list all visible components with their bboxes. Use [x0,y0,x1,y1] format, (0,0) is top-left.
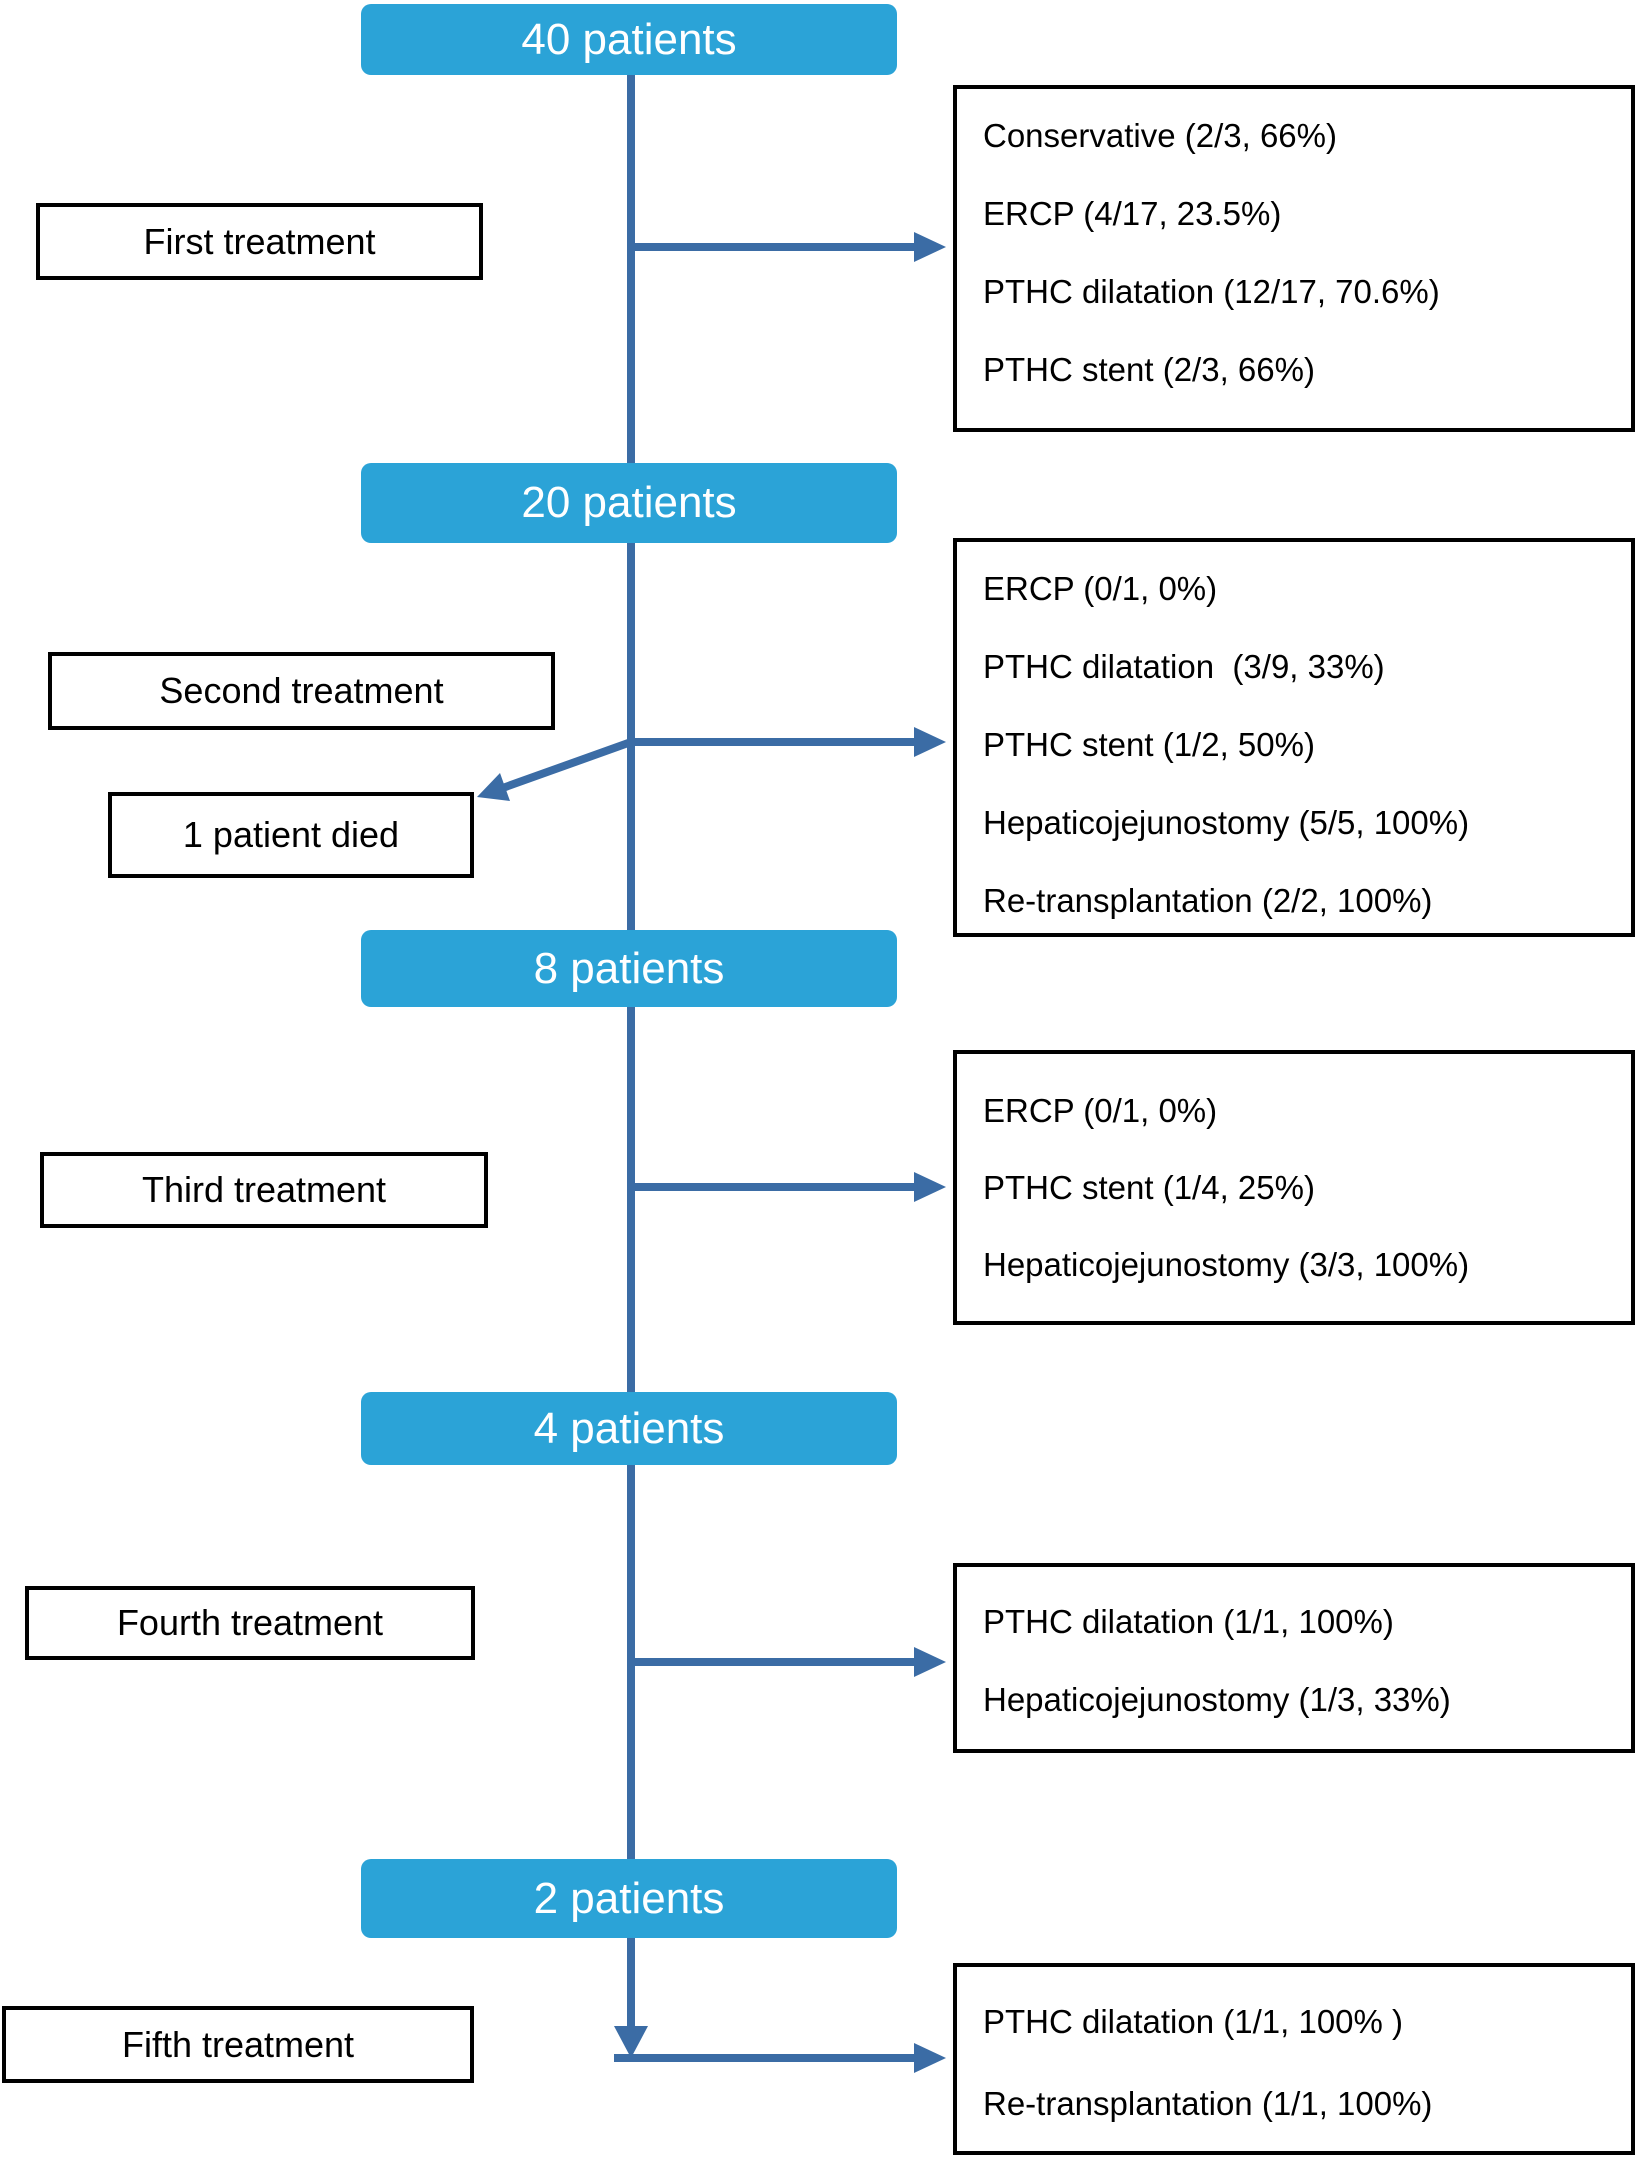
patient-count-node-2: 2 patients [361,1859,897,1938]
patient-count-node-4: 4 patients [361,1392,897,1465]
outcome-line: PTHC stent (2/3, 66%) [983,351,1315,388]
outcome-line: Hepaticojejunostomy (5/5, 100%) [983,804,1470,841]
main-flow-line [614,70,648,2058]
treatment-label-fifth: Fifth treatment [2,2006,474,2083]
outcome-line: Hepaticojejunostomy (3/3, 100%) [983,1246,1470,1283]
patient-died-box: 1 patient died [108,792,474,878]
down-arrowhead-icon [614,2026,648,2058]
arrow-level-1 [631,232,946,262]
right-arrowhead-icon [914,232,946,262]
outcomes-panel-first: Conservative (2/3, 66%) ERCP (4/17, 23.5… [953,85,1635,432]
right-arrowhead-icon [914,1647,946,1677]
outcome-line: PTHC dilatation (12/17, 70.6%) [983,273,1440,310]
arrow-level-4 [631,1647,946,1677]
right-arrowhead-icon [914,1172,946,1202]
outcome-line: PTHC stent (1/4, 25%) [983,1169,1315,1206]
arrow-patient-died [477,738,633,801]
outcomes-panel-third: ERCP (0/1, 0%) PTHC stent (1/4, 25%) Hep… [953,1050,1635,1325]
outcome-line: Re-transplantation (2/2, 100%) [983,882,1433,919]
outcome-line: Hepaticojejunostomy (1/3, 33%) [983,1681,1451,1718]
outcomes-panel-fourth: PTHC dilatation (1/1, 100%) Hepaticojeju… [953,1563,1635,1753]
outcome-line: ERCP (0/1, 0%) [983,1092,1218,1129]
outcome-line: PTHC dilatation (1/1, 100% ) [983,2003,1404,2040]
outcome-line: PTHC stent (1/2, 50%) [983,726,1315,763]
outcome-line: ERCP (4/17, 23.5%) [983,195,1282,232]
diagonal-arrowhead-icon [477,773,510,801]
outcomes-panel-fifth: PTHC dilatation (1/1, 100% ) Re-transpla… [953,1963,1635,2155]
arrow-level-5 [614,2043,946,2073]
patient-count-node-40: 40 patients [361,4,897,75]
treatment-label-third: Third treatment [40,1152,488,1228]
right-arrowhead-icon [914,727,946,757]
right-arrowhead-icon [914,2043,946,2073]
outcome-line: PTHC dilatation (3/9, 33%) [983,648,1385,685]
arrow-level-3 [631,1172,946,1202]
outcome-line: ERCP (0/1, 0%) [983,570,1218,607]
outcomes-panel-second: ERCP (0/1, 0%) PTHC dilatation (3/9, 33%… [953,538,1635,937]
arrow-level-2 [631,727,946,757]
treatment-label-second: Second treatment [48,652,555,730]
outcome-line: Re-transplantation (1/1, 100%) [983,2085,1433,2122]
treatment-label-fourth: Fourth treatment [25,1586,475,1660]
outcome-line: PTHC dilatation (1/1, 100%) [983,1603,1394,1640]
treatment-label-first: First treatment [36,203,483,280]
patient-count-node-8: 8 patients [361,930,897,1007]
patient-count-node-20: 20 patients [361,463,897,543]
outcome-line: Conservative (2/3, 66%) [983,117,1337,154]
